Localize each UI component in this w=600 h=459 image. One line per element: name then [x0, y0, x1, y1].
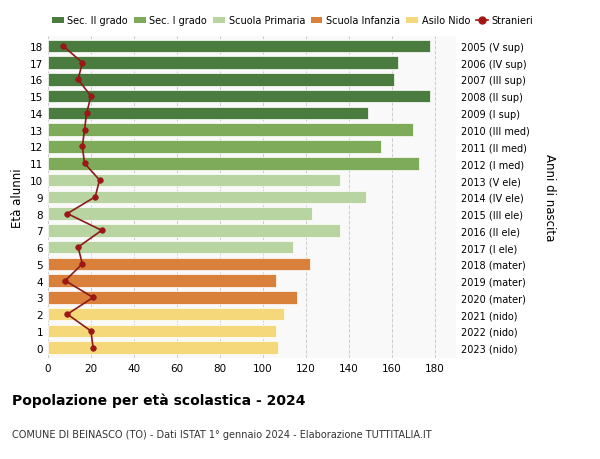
- Bar: [48, 141, 381, 153]
- Bar: [48, 191, 366, 204]
- Bar: [48, 124, 413, 137]
- Bar: [48, 325, 275, 337]
- Bar: [48, 291, 297, 304]
- Bar: [48, 40, 430, 53]
- Bar: [48, 57, 398, 70]
- Legend: Sec. II grado, Sec. I grado, Scuola Primaria, Scuola Infanzia, Asilo Nido, Stran: Sec. II grado, Sec. I grado, Scuola Prim…: [48, 12, 537, 30]
- Bar: [48, 224, 340, 237]
- Y-axis label: Età alunni: Età alunni: [11, 168, 25, 227]
- Bar: [48, 341, 278, 354]
- Y-axis label: Anni di nascita: Anni di nascita: [544, 154, 557, 241]
- Bar: [48, 107, 368, 120]
- Bar: [48, 174, 340, 187]
- Bar: [48, 258, 310, 271]
- Text: COMUNE DI BEINASCO (TO) - Dati ISTAT 1° gennaio 2024 - Elaborazione TUTTITALIA.I: COMUNE DI BEINASCO (TO) - Dati ISTAT 1° …: [12, 429, 431, 439]
- Bar: [48, 157, 419, 170]
- Bar: [48, 308, 284, 321]
- Bar: [48, 275, 275, 287]
- Bar: [48, 74, 394, 86]
- Bar: [48, 241, 293, 254]
- Bar: [48, 208, 312, 220]
- Text: Popolazione per età scolastica - 2024: Popolazione per età scolastica - 2024: [12, 392, 305, 407]
- Bar: [48, 91, 430, 103]
